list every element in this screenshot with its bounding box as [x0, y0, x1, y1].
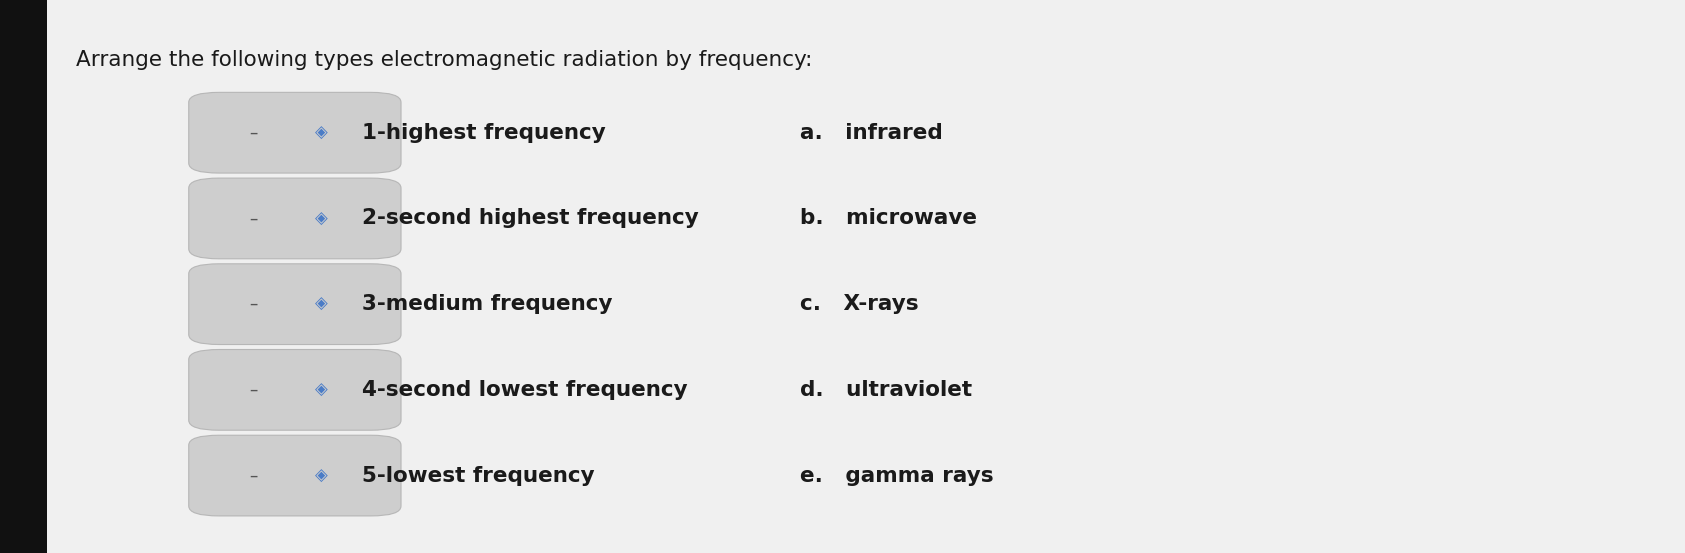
Text: –: –: [249, 295, 258, 313]
FancyBboxPatch shape: [189, 178, 401, 259]
Text: 4-second lowest frequency: 4-second lowest frequency: [362, 380, 687, 400]
Text: e.   gamma rays: e. gamma rays: [800, 466, 994, 486]
Text: ◈: ◈: [315, 124, 329, 142]
Text: ◈: ◈: [315, 210, 329, 227]
Text: ◈: ◈: [315, 381, 329, 399]
Text: a.   infrared: a. infrared: [800, 123, 944, 143]
Text: ◈: ◈: [315, 295, 329, 313]
Text: –: –: [249, 467, 258, 484]
Text: c.   X-rays: c. X-rays: [800, 294, 918, 314]
Text: b.   microwave: b. microwave: [800, 208, 977, 228]
Text: –: –: [249, 124, 258, 142]
Text: 2-second highest frequency: 2-second highest frequency: [362, 208, 699, 228]
FancyBboxPatch shape: [189, 435, 401, 516]
Text: ◈: ◈: [315, 467, 329, 484]
Text: Arrange the following types electromagnetic radiation by frequency:: Arrange the following types electromagne…: [76, 50, 812, 70]
FancyBboxPatch shape: [189, 349, 401, 430]
FancyBboxPatch shape: [189, 92, 401, 173]
FancyBboxPatch shape: [0, 0, 47, 553]
FancyBboxPatch shape: [189, 264, 401, 345]
Text: d.   ultraviolet: d. ultraviolet: [800, 380, 972, 400]
Text: –: –: [249, 381, 258, 399]
Text: 5-lowest frequency: 5-lowest frequency: [362, 466, 595, 486]
Text: –: –: [249, 210, 258, 227]
Text: 3-medium frequency: 3-medium frequency: [362, 294, 613, 314]
Text: 1-highest frequency: 1-highest frequency: [362, 123, 607, 143]
